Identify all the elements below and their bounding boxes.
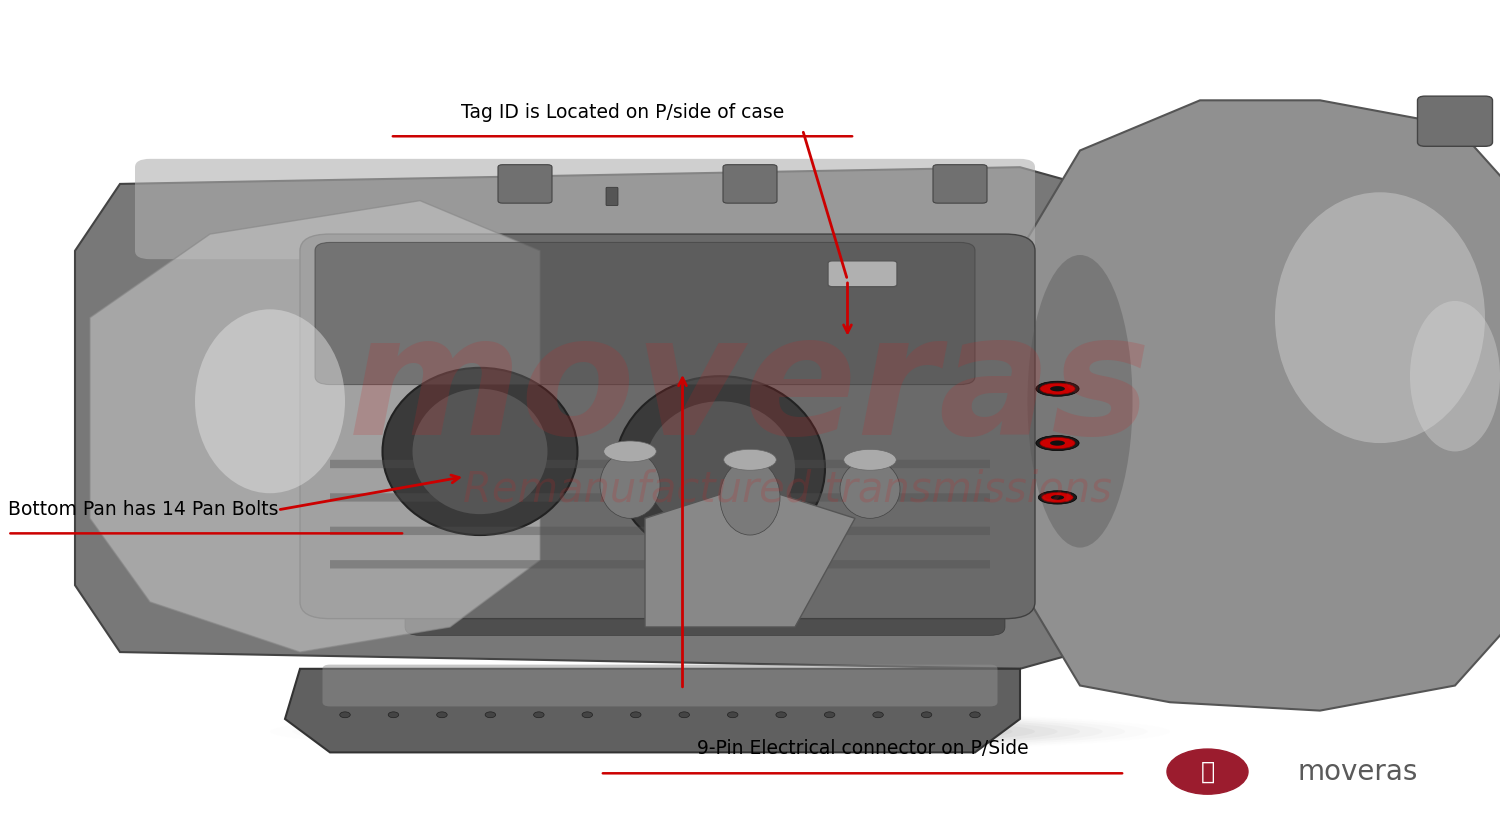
FancyBboxPatch shape — [606, 187, 618, 206]
Ellipse shape — [630, 727, 810, 736]
Ellipse shape — [921, 712, 932, 717]
FancyBboxPatch shape — [330, 527, 990, 535]
Ellipse shape — [436, 712, 447, 717]
FancyBboxPatch shape — [330, 493, 990, 502]
Ellipse shape — [388, 712, 399, 717]
Ellipse shape — [675, 729, 765, 734]
FancyBboxPatch shape — [723, 165, 777, 203]
Ellipse shape — [1050, 441, 1065, 446]
FancyBboxPatch shape — [330, 460, 990, 468]
Ellipse shape — [582, 712, 592, 717]
FancyBboxPatch shape — [405, 468, 1005, 635]
Ellipse shape — [427, 718, 1012, 745]
Ellipse shape — [540, 723, 900, 740]
Ellipse shape — [1042, 492, 1072, 502]
Ellipse shape — [1050, 386, 1065, 391]
Ellipse shape — [413, 389, 548, 514]
Ellipse shape — [1028, 255, 1132, 548]
Ellipse shape — [195, 309, 345, 493]
Ellipse shape — [615, 376, 825, 560]
Ellipse shape — [698, 731, 742, 732]
Ellipse shape — [585, 726, 855, 738]
Ellipse shape — [645, 401, 795, 535]
Ellipse shape — [608, 726, 832, 737]
Ellipse shape — [969, 712, 981, 717]
Polygon shape — [645, 485, 855, 627]
Ellipse shape — [518, 722, 922, 741]
Ellipse shape — [1036, 436, 1078, 451]
Polygon shape — [90, 201, 540, 652]
Ellipse shape — [534, 712, 544, 717]
Ellipse shape — [1275, 192, 1485, 443]
Text: 9-Pin Electrical connector on P/Side: 9-Pin Electrical connector on P/Side — [696, 739, 1029, 757]
FancyBboxPatch shape — [828, 261, 897, 287]
Ellipse shape — [873, 712, 883, 717]
Ellipse shape — [825, 712, 836, 717]
Text: moveras: moveras — [348, 308, 1152, 470]
Ellipse shape — [1410, 301, 1500, 451]
Text: ⓜ: ⓜ — [1200, 760, 1215, 783]
FancyBboxPatch shape — [330, 560, 990, 568]
Text: Bottom Pan has 14 Pan Bolts: Bottom Pan has 14 Pan Bolts — [8, 501, 278, 519]
Ellipse shape — [840, 460, 900, 518]
Text: Tag ID is Located on P/side of case: Tag ID is Located on P/side of case — [460, 104, 784, 122]
FancyBboxPatch shape — [135, 159, 1035, 259]
FancyBboxPatch shape — [322, 665, 998, 706]
Text: Remanufactured transmissions: Remanufactured transmissions — [464, 468, 1112, 510]
FancyBboxPatch shape — [498, 165, 552, 203]
Ellipse shape — [652, 728, 788, 735]
Ellipse shape — [360, 715, 1080, 748]
Ellipse shape — [405, 717, 1035, 746]
Ellipse shape — [382, 716, 1058, 747]
Ellipse shape — [382, 368, 578, 535]
Ellipse shape — [450, 719, 990, 744]
Ellipse shape — [728, 712, 738, 717]
Ellipse shape — [472, 720, 968, 743]
Ellipse shape — [600, 451, 660, 518]
Ellipse shape — [1038, 491, 1077, 504]
Ellipse shape — [843, 450, 896, 470]
Ellipse shape — [776, 712, 786, 717]
Ellipse shape — [630, 712, 640, 717]
Ellipse shape — [720, 460, 780, 535]
Ellipse shape — [495, 721, 945, 742]
FancyBboxPatch shape — [1418, 96, 1492, 146]
FancyBboxPatch shape — [933, 165, 987, 203]
Polygon shape — [75, 167, 1080, 669]
FancyBboxPatch shape — [315, 242, 975, 385]
Ellipse shape — [1040, 383, 1076, 395]
Ellipse shape — [680, 712, 690, 717]
Polygon shape — [285, 669, 1020, 752]
Ellipse shape — [339, 712, 350, 717]
Ellipse shape — [484, 712, 495, 717]
Ellipse shape — [603, 441, 657, 461]
Ellipse shape — [1036, 381, 1078, 396]
Circle shape — [1167, 749, 1248, 794]
Ellipse shape — [723, 450, 777, 470]
Ellipse shape — [562, 724, 878, 739]
Text: moveras: moveras — [1298, 757, 1418, 786]
FancyBboxPatch shape — [300, 234, 1035, 619]
Ellipse shape — [1040, 437, 1076, 449]
Ellipse shape — [338, 714, 1102, 749]
Ellipse shape — [1052, 495, 1064, 500]
Polygon shape — [1020, 100, 1500, 711]
